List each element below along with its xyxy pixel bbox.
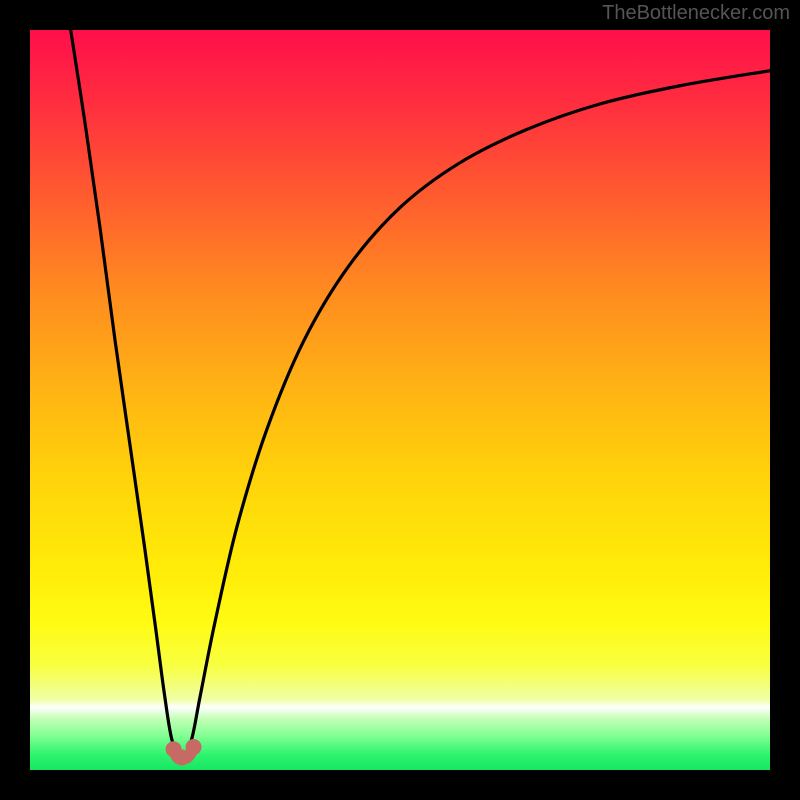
watermark-text: TheBottlenecker.com	[602, 2, 790, 25]
plot-area	[30, 30, 770, 770]
optimal-markers	[30, 30, 770, 770]
optimal-point-marker	[186, 739, 202, 755]
outer-frame: TheBottlenecker.com	[0, 0, 800, 800]
